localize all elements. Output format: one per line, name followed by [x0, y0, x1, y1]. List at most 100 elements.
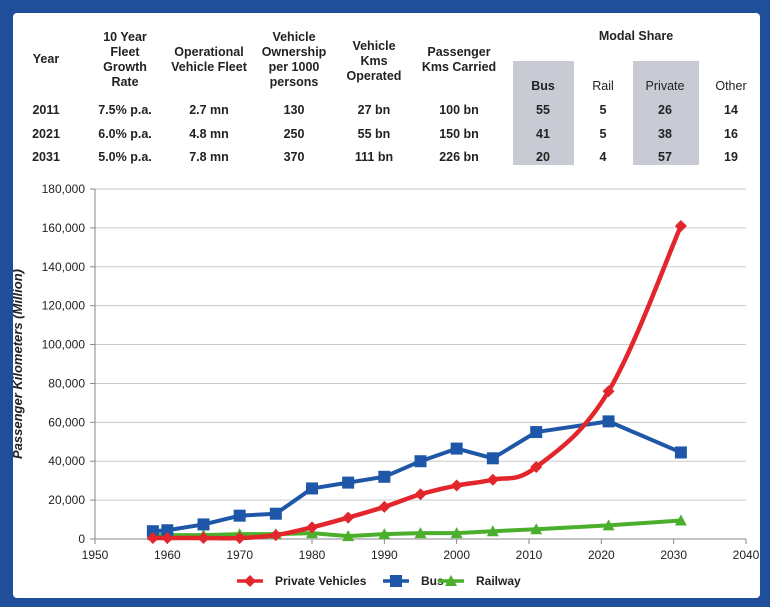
- bus-column-highlight: [513, 61, 574, 165]
- header-year: Year: [33, 52, 60, 66]
- x-tick-label-9: 2040: [733, 548, 760, 562]
- header-fleet-line-1: Operational: [174, 45, 243, 59]
- point-bus-2005: [486, 452, 499, 465]
- header-growth-line-1: 10 Year: [103, 30, 147, 44]
- header-ownership-line-4: persons: [270, 75, 319, 89]
- y-tick-label-8: 160,000: [42, 221, 86, 235]
- point-bus-1985: [342, 476, 355, 489]
- point-bus-2011: [530, 426, 543, 439]
- y-tick-label-6: 120,000: [42, 299, 86, 313]
- point-private-vehicles-1980: [306, 521, 318, 534]
- point-bus-1970: [233, 509, 246, 522]
- table-row-2-fleet: 4.8 mn: [189, 127, 229, 141]
- point-private-vehicles-1965: [197, 532, 210, 545]
- table-row-3-other: 19: [724, 150, 738, 164]
- table-row-1-fleet: 2.7 mn: [189, 103, 229, 117]
- y-tick-label-5: 100,000: [42, 338, 86, 352]
- outer-frame: Year 10 Year Fleet Growth Rate Operational Veh…: [5, 5, 765, 602]
- header-pkm-line-1: Passenger: [427, 45, 490, 59]
- header-kms-line-1: Vehicle: [352, 39, 395, 53]
- header-private: Private: [646, 79, 685, 93]
- table-row-3-kms: 111 bn: [355, 150, 393, 164]
- series-line-bus: [152, 419, 682, 534]
- table-row-2-bus: 41: [536, 127, 550, 141]
- table-row-1-rail: 5: [600, 103, 607, 117]
- table-row-3-growth: 5.0% p.a.: [98, 150, 152, 164]
- table-row-1-year: 2011: [32, 103, 59, 117]
- table-row-3-year: 2031: [32, 150, 60, 164]
- legend-marker-private-vehicles: [244, 575, 256, 587]
- table-row-1-kms: 27 bn: [358, 103, 391, 117]
- point-bus-2031: [674, 446, 687, 459]
- header-kms-line-2: Kms: [360, 54, 387, 68]
- table-row-1-growth: 7.5% p.a.: [98, 103, 152, 117]
- x-tick-label-0: 1950: [82, 548, 109, 562]
- table-row-3-fleet: 7.8 mn: [189, 150, 229, 164]
- point-private-vehicles-1970: [233, 532, 246, 545]
- point-private-vehicles-2000: [450, 479, 463, 492]
- legend-label-bus: Bus: [421, 574, 444, 588]
- header-rail: Rail: [592, 79, 614, 93]
- y-tick-label-3: 60,000: [48, 415, 85, 429]
- point-private-vehicles-1958: [146, 532, 159, 545]
- header-ownership-line-3: per 1000: [269, 60, 320, 74]
- table-row-2-rail: 5: [600, 127, 607, 141]
- header-growth-line-2: Fleet: [110, 45, 140, 59]
- point-private-vehicles-1985: [342, 511, 355, 524]
- point-railway-2005: [486, 525, 499, 537]
- table-row-2-pkm: 150 bn: [439, 127, 479, 141]
- table-row-2-other: 16: [724, 127, 738, 141]
- x-tick-label-8: 2030: [660, 548, 687, 562]
- point-bus-1965: [197, 518, 210, 531]
- table-row-2-ownership: 250: [284, 127, 305, 141]
- point-railway-2031: [674, 514, 687, 526]
- point-private-vehicles-2005: [486, 473, 499, 486]
- table-row-3-private: 57: [658, 150, 672, 164]
- private-column-highlight: [633, 61, 699, 165]
- point-private-vehicles-2011: [530, 461, 543, 474]
- y-tick-label-2: 40,000: [48, 454, 85, 468]
- header-ownership-line-1: Vehicle: [272, 30, 315, 44]
- header-pkm-line-2: Kms Carried: [422, 60, 496, 74]
- series-line-railway: [152, 518, 682, 539]
- point-private-vehicles-1995: [414, 488, 427, 501]
- x-tick-label-2: 1970: [226, 548, 253, 562]
- y-axis-label: Passenger Kilometers (Million): [13, 269, 25, 459]
- y-tick-label-1: 20,000: [48, 493, 85, 507]
- point-bus-1980: [306, 482, 318, 495]
- point-private-vehicles-1990: [378, 500, 391, 513]
- table-row-1-bus: 55: [536, 103, 550, 117]
- table-row-2-private: 38: [658, 127, 672, 141]
- legend-label-railway: Railway: [476, 574, 521, 588]
- header-kms-line-3: Operated: [347, 69, 402, 83]
- point-private-vehicles-2031: [674, 219, 687, 232]
- legend-marker-bus: [390, 575, 402, 587]
- x-tick-label-5: 2000: [443, 548, 470, 562]
- point-bus-1990: [378, 470, 391, 483]
- point-bus-1995: [414, 455, 427, 468]
- x-tick-label-3: 1980: [299, 548, 326, 562]
- table-row-3-rail: 4: [600, 150, 607, 164]
- x-tick-label-6: 2010: [516, 548, 543, 562]
- series-bus: [146, 415, 687, 538]
- table-row-2-growth: 6.0% p.a.: [98, 127, 152, 141]
- point-railway-2021: [602, 519, 615, 531]
- x-tick-label-7: 2020: [588, 548, 615, 562]
- header-growth-line-3: Growth: [103, 60, 147, 74]
- table-row-2-kms: 55 bn: [358, 127, 391, 141]
- header-other: Other: [715, 79, 746, 93]
- point-bus-2021: [602, 415, 615, 428]
- point-railway-1985: [342, 530, 355, 542]
- legend-marker-railway: [445, 575, 457, 586]
- table-row-1-pkm: 100 bn: [439, 103, 479, 117]
- point-bus-1975: [269, 507, 282, 520]
- header-fleet-line-2: Vehicle Fleet: [171, 60, 248, 74]
- table-row-3-ownership: 370: [284, 150, 305, 164]
- point-private-vehicles-2021: [602, 385, 615, 398]
- table-row-2-year: 2021: [32, 127, 60, 141]
- point-railway-1995: [414, 527, 427, 539]
- table-row-3-pkm: 226 bn: [439, 150, 479, 164]
- y-tick-label-7: 140,000: [42, 260, 86, 274]
- y-tick-label-4: 80,000: [48, 376, 85, 390]
